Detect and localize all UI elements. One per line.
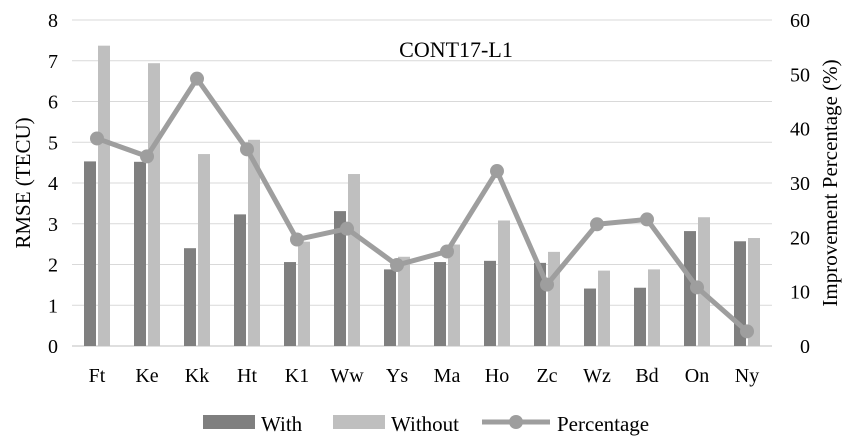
- percentage-point: [590, 217, 604, 232]
- left-tick-label: 3: [48, 214, 58, 236]
- percentage-point: [340, 221, 354, 236]
- gridlines: [72, 19, 772, 347]
- category-tick-label: Ma: [434, 365, 461, 387]
- percentage-point: [240, 142, 254, 157]
- bar-without: [248, 139, 260, 346]
- legend-swatch-with: [203, 415, 255, 429]
- bar-without: [548, 251, 560, 346]
- left-tick-label: 4: [48, 173, 58, 195]
- left-tick-label: 7: [48, 51, 58, 73]
- percentage-point: [390, 258, 404, 273]
- percentage-point: [690, 280, 704, 295]
- right-axis-ticks: 0 10 20 30 40 50 60: [790, 10, 810, 358]
- category-tick-label: Ys: [386, 365, 408, 387]
- bar-without: [148, 63, 160, 346]
- left-tick-label: 0: [48, 336, 58, 358]
- category-tick-label: On: [685, 365, 709, 387]
- percentage-point: [740, 324, 754, 339]
- percentage-point: [190, 71, 204, 86]
- bar-without: [98, 45, 110, 347]
- percentage-point: [290, 232, 304, 247]
- percentage-point: [490, 164, 504, 179]
- right-tick-label: 50: [790, 64, 810, 86]
- bar-without: [348, 174, 360, 346]
- right-axis-title: Improvement Percentage (%): [818, 59, 842, 306]
- bar-without: [298, 241, 310, 346]
- right-tick-label: 10: [790, 282, 810, 304]
- right-tick-label: 30: [790, 173, 810, 195]
- bar-without: [498, 220, 510, 346]
- percentage-point: [440, 244, 454, 259]
- bar-with: [484, 260, 496, 346]
- bar-with: [284, 262, 296, 346]
- left-tick-label: 8: [48, 10, 58, 32]
- right-tick-label: 40: [790, 119, 810, 141]
- bar-with: [84, 161, 96, 346]
- bar-with: [184, 248, 196, 346]
- left-axis-title: RMSE (TECU): [11, 117, 35, 248]
- percentage-line: [96, 76, 749, 334]
- bar-without: [448, 244, 460, 346]
- percentage-point: [140, 149, 154, 164]
- left-tick-label: 5: [48, 132, 58, 154]
- bar-without: [698, 217, 710, 346]
- bar-without: [598, 270, 610, 346]
- category-tick-label: Bd: [635, 365, 658, 387]
- category-tick-label: Kk: [185, 365, 209, 387]
- bar-with: [634, 287, 646, 346]
- category-tick-label: Ho: [485, 365, 509, 387]
- bar-with: [584, 288, 596, 346]
- category-tick-label: Ft: [89, 365, 106, 387]
- percentage-point: [540, 277, 554, 292]
- bar-with: [134, 161, 146, 346]
- bar-with: [434, 262, 446, 346]
- legend-label-with: With: [261, 412, 303, 436]
- right-tick-label: 20: [790, 227, 810, 249]
- chart-title: CONT17-L1: [399, 37, 513, 62]
- legend-swatch-without: [333, 415, 385, 429]
- category-tick-label: K1: [285, 365, 309, 387]
- bar-without: [398, 256, 410, 346]
- right-tick-label: 60: [790, 10, 810, 32]
- legend-label-without: Without: [391, 412, 459, 436]
- legend: With Without Percentage: [203, 412, 649, 436]
- left-tick-label: 6: [48, 92, 58, 114]
- legend-marker-percentage: [509, 415, 523, 429]
- legend-label-percentage: Percentage: [557, 412, 649, 436]
- left-tick-label: 1: [48, 295, 58, 317]
- bar-with: [334, 211, 346, 346]
- percentage-point: [640, 212, 654, 227]
- percentage-line-layer: [90, 71, 754, 339]
- category-tick-label: Zc: [536, 365, 557, 387]
- category-tick-label: Ny: [735, 365, 759, 387]
- category-ticks: Ft Ke Kk Ht K1 Ww Ys Ma Ho Zc Wz Bd On Ny: [89, 365, 760, 387]
- bar-with: [384, 269, 396, 346]
- category-tick-label: Ww: [330, 365, 364, 387]
- bars: [84, 45, 760, 347]
- percentage-point: [90, 131, 104, 146]
- bar-without: [748, 238, 760, 346]
- bar-with: [234, 214, 246, 346]
- left-tick-label: 2: [48, 255, 58, 277]
- category-tick-label: Ke: [135, 365, 158, 387]
- left-axis-ticks: 0 1 2 3 4 5 6 7 8: [48, 10, 58, 358]
- bar-without: [648, 269, 660, 346]
- bar-without: [198, 154, 210, 346]
- category-tick-label: Wz: [583, 365, 611, 387]
- bar-with: [684, 231, 696, 346]
- category-tick-label: Ht: [237, 365, 257, 387]
- right-tick-label: 0: [800, 336, 810, 358]
